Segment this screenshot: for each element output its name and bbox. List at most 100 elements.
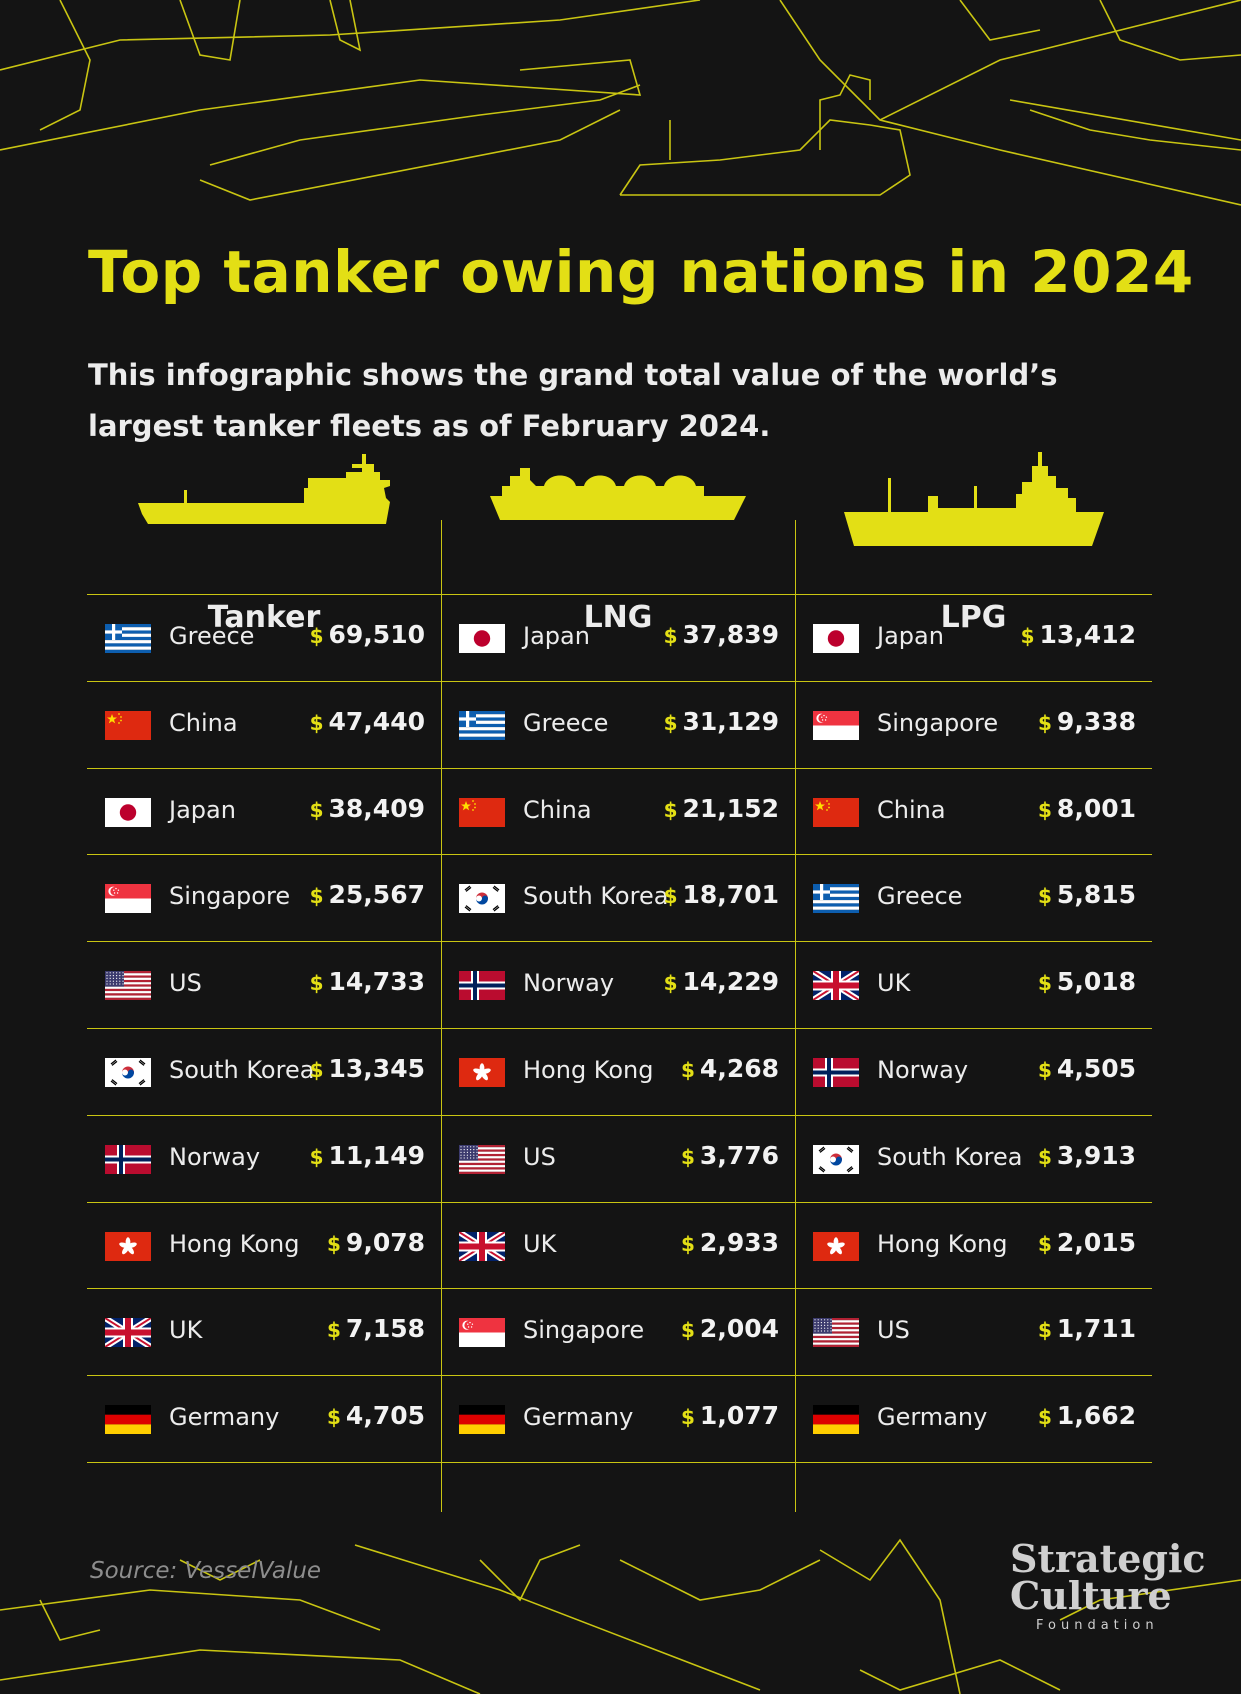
country-name: US — [523, 1142, 556, 1171]
column-lng: LNG Japan $37,839 Greece $31,129 China $21,15… — [441, 430, 795, 1512]
fleet-value: $4,705 — [327, 1401, 425, 1430]
fleet-value: $18,701 — [664, 880, 779, 909]
germany-flag-icon — [813, 1405, 859, 1435]
table-row: South Korea $18,701 — [441, 856, 795, 943]
row-divider — [87, 767, 1152, 769]
page-subtitle: This infographic shows the grand total v… — [88, 358, 1058, 443]
fleet-value: $37,839 — [664, 620, 779, 649]
currency-symbol: $ — [1038, 971, 1052, 996]
country-name: UK — [169, 1316, 203, 1345]
fleet-value: $2,015 — [1038, 1228, 1136, 1257]
country-name: China — [169, 708, 238, 737]
country-name: UK — [877, 969, 911, 998]
country-name: Greece — [169, 622, 255, 650]
table-row: Singapore $25,567 — [87, 856, 441, 943]
fleet-value: $13,345 — [310, 1054, 425, 1083]
row-divider — [87, 1288, 1152, 1290]
value-number: 7,158 — [345, 1314, 425, 1344]
table-row: Germany $1,662 — [795, 1377, 1152, 1464]
us-flag-icon — [105, 971, 151, 1001]
row-divider — [87, 1114, 1152, 1116]
table-row: Greece $69,510 — [87, 596, 441, 683]
column-tanker: Tanker Greece $69,510 China $47,440 Japan $38… — [87, 430, 441, 1512]
norway-flag-icon — [459, 971, 505, 1001]
value-number: 1,662 — [1056, 1401, 1136, 1431]
currency-symbol: $ — [309, 797, 324, 822]
table-row: US $1,711 — [795, 1290, 1152, 1377]
table-row: US $3,776 — [441, 1117, 795, 1204]
source-credit: Source: VesselValue — [90, 1558, 322, 1584]
value-number: 3,913 — [1056, 1140, 1136, 1170]
country-name: Hong Kong — [169, 1229, 300, 1258]
china-flag-icon — [105, 710, 151, 740]
value-number: 69,510 — [328, 620, 425, 649]
currency-symbol: $ — [327, 1405, 341, 1430]
fleet-value: $11,149 — [310, 1141, 425, 1170]
currency-symbol: $ — [309, 1058, 324, 1082]
greece-flag-icon — [813, 884, 859, 914]
us-flag-icon — [459, 1144, 505, 1174]
currency-symbol: $ — [309, 884, 324, 909]
country-name: South Korea — [169, 1056, 315, 1084]
value-number: 14,229 — [682, 967, 779, 997]
column-divider — [441, 520, 442, 1512]
currency-symbol: $ — [663, 884, 678, 909]
fleet-value: $14,733 — [310, 967, 425, 996]
value-number: 11,149 — [328, 1140, 425, 1170]
country-name: South Korea — [877, 1142, 1023, 1171]
currency-symbol: $ — [1038, 884, 1052, 909]
country-name: Germany — [523, 1403, 634, 1432]
value-number: 8,001 — [1056, 793, 1136, 823]
table-row: South Korea $13,345 — [87, 1030, 441, 1117]
country-name: Hong Kong — [877, 1229, 1008, 1258]
table-row: Singapore $2,004 — [441, 1290, 795, 1377]
column-divider — [795, 520, 796, 1512]
fleet-value: $25,567 — [310, 880, 425, 909]
hong-kong-flag-icon — [813, 1231, 859, 1261]
country-name: Germany — [169, 1403, 280, 1432]
currency-symbol: $ — [309, 971, 324, 996]
uk-flag-icon — [813, 971, 859, 1001]
country-name: China — [523, 795, 592, 824]
currency-symbol: $ — [1038, 1058, 1052, 1082]
currency-symbol: $ — [309, 624, 324, 648]
value-number: 37,839 — [682, 620, 779, 649]
germany-flag-icon — [105, 1405, 151, 1435]
fleet-value: $1,662 — [1038, 1401, 1136, 1430]
south-korea-flag-icon — [813, 1144, 859, 1174]
currency-symbol: $ — [681, 1058, 695, 1082]
country-name: Japan — [169, 795, 236, 824]
fleet-value: $13,412 — [1021, 620, 1136, 649]
value-number: 1,711 — [1056, 1314, 1136, 1344]
fleet-value: $69,510 — [310, 620, 425, 649]
hong-kong-flag-icon — [459, 1058, 505, 1087]
currency-symbol: $ — [663, 797, 678, 822]
country-name: Norway — [523, 969, 615, 998]
uk-flag-icon — [459, 1231, 505, 1261]
currency-symbol: $ — [681, 1405, 695, 1430]
fleet-value: $2,004 — [681, 1314, 779, 1343]
table-row: Hong Kong $2,015 — [795, 1204, 1152, 1291]
lng-carrier-ship-icon — [490, 468, 746, 520]
row-divider — [87, 1201, 1152, 1203]
currency-symbol: $ — [327, 1318, 341, 1343]
fleet-value: $14,229 — [664, 967, 779, 996]
currency-symbol: $ — [309, 1144, 324, 1169]
table-row: China $8,001 — [795, 770, 1152, 857]
country-name: US — [169, 969, 202, 998]
currency-symbol: $ — [1038, 710, 1052, 735]
greece-flag-icon — [459, 710, 505, 740]
japan-flag-icon — [813, 624, 859, 653]
germany-flag-icon — [459, 1405, 505, 1435]
strategic-culture-logo: Strategic Culture Foundation — [1010, 1540, 1210, 1634]
fleet-value: $9,338 — [1038, 707, 1136, 736]
table-row: Norway $11,149 — [87, 1117, 441, 1204]
lpg-carrier-ship-icon — [843, 452, 1104, 546]
row-divider — [87, 1375, 1152, 1377]
uk-flag-icon — [105, 1318, 151, 1348]
country-name: Norway — [877, 1056, 969, 1084]
fleet-value: $3,913 — [1038, 1141, 1136, 1170]
currency-symbol: $ — [681, 1144, 695, 1169]
table-row: Germany $4,705 — [87, 1377, 441, 1464]
table-row: China $47,440 — [87, 683, 441, 770]
